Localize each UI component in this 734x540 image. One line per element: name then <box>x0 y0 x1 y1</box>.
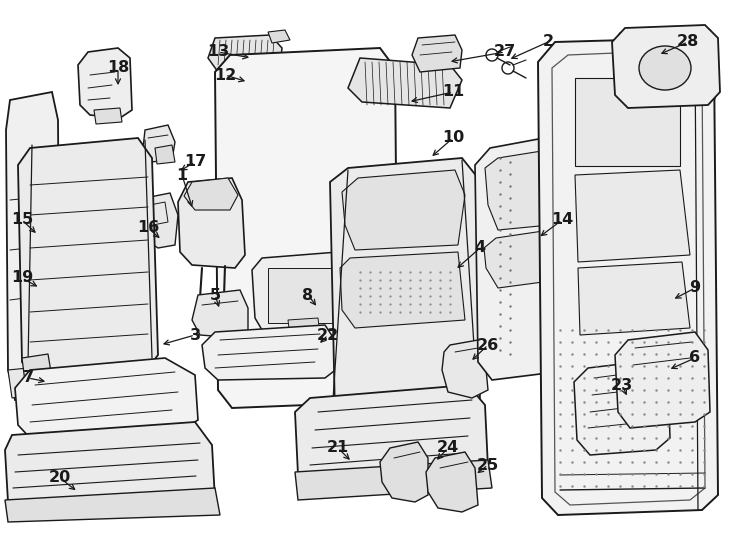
Text: 25: 25 <box>477 457 499 472</box>
Polygon shape <box>475 135 585 380</box>
Polygon shape <box>295 385 488 488</box>
Polygon shape <box>348 58 462 108</box>
Text: 22: 22 <box>317 327 339 342</box>
Polygon shape <box>412 35 462 72</box>
Polygon shape <box>295 460 492 500</box>
Text: 14: 14 <box>551 213 573 227</box>
Polygon shape <box>155 145 175 164</box>
Text: 28: 28 <box>677 35 699 50</box>
Polygon shape <box>140 193 178 248</box>
Text: 26: 26 <box>477 338 499 353</box>
Text: 21: 21 <box>327 441 349 456</box>
Polygon shape <box>8 368 30 398</box>
Polygon shape <box>202 325 338 380</box>
Text: 3: 3 <box>189 327 200 342</box>
Polygon shape <box>484 230 558 288</box>
Polygon shape <box>252 252 348 335</box>
Ellipse shape <box>639 46 691 90</box>
Polygon shape <box>18 138 158 378</box>
Polygon shape <box>615 332 710 428</box>
Polygon shape <box>268 30 290 43</box>
Text: 6: 6 <box>689 350 700 366</box>
Text: 7: 7 <box>23 370 34 386</box>
Text: 23: 23 <box>611 377 633 393</box>
Polygon shape <box>340 252 465 328</box>
Polygon shape <box>380 442 428 502</box>
Text: 1: 1 <box>176 167 188 183</box>
Text: 15: 15 <box>11 213 33 227</box>
Polygon shape <box>538 38 718 515</box>
Polygon shape <box>5 488 220 522</box>
Polygon shape <box>612 25 720 108</box>
Polygon shape <box>6 92 60 400</box>
Polygon shape <box>208 35 282 72</box>
Text: 5: 5 <box>209 287 220 302</box>
Polygon shape <box>192 290 248 338</box>
Polygon shape <box>288 318 320 337</box>
Polygon shape <box>575 170 690 262</box>
Text: 19: 19 <box>11 271 33 286</box>
Polygon shape <box>178 178 245 268</box>
Text: 8: 8 <box>302 287 313 302</box>
Text: 17: 17 <box>184 154 206 170</box>
Polygon shape <box>22 354 52 382</box>
Polygon shape <box>5 422 215 518</box>
Polygon shape <box>184 178 238 210</box>
Text: 18: 18 <box>107 60 129 76</box>
Text: 24: 24 <box>437 441 459 456</box>
Polygon shape <box>94 108 122 124</box>
Polygon shape <box>215 48 398 408</box>
Polygon shape <box>15 358 198 440</box>
Polygon shape <box>442 340 488 398</box>
Text: 27: 27 <box>494 44 516 59</box>
Text: 11: 11 <box>442 84 464 99</box>
Polygon shape <box>578 262 690 335</box>
Polygon shape <box>143 125 175 162</box>
Bar <box>268 268 333 323</box>
Text: 13: 13 <box>207 44 229 59</box>
Polygon shape <box>574 360 670 455</box>
Polygon shape <box>426 452 478 512</box>
Text: 20: 20 <box>49 470 71 485</box>
Text: 12: 12 <box>214 68 236 83</box>
Text: 16: 16 <box>137 220 159 235</box>
Text: 4: 4 <box>474 240 486 255</box>
Polygon shape <box>342 170 465 250</box>
Text: 2: 2 <box>542 35 553 50</box>
Text: 9: 9 <box>689 280 700 295</box>
Polygon shape <box>485 150 558 230</box>
Text: 10: 10 <box>442 131 464 145</box>
Polygon shape <box>230 65 262 88</box>
Bar <box>575 78 680 166</box>
Polygon shape <box>78 48 132 118</box>
Polygon shape <box>330 158 480 428</box>
